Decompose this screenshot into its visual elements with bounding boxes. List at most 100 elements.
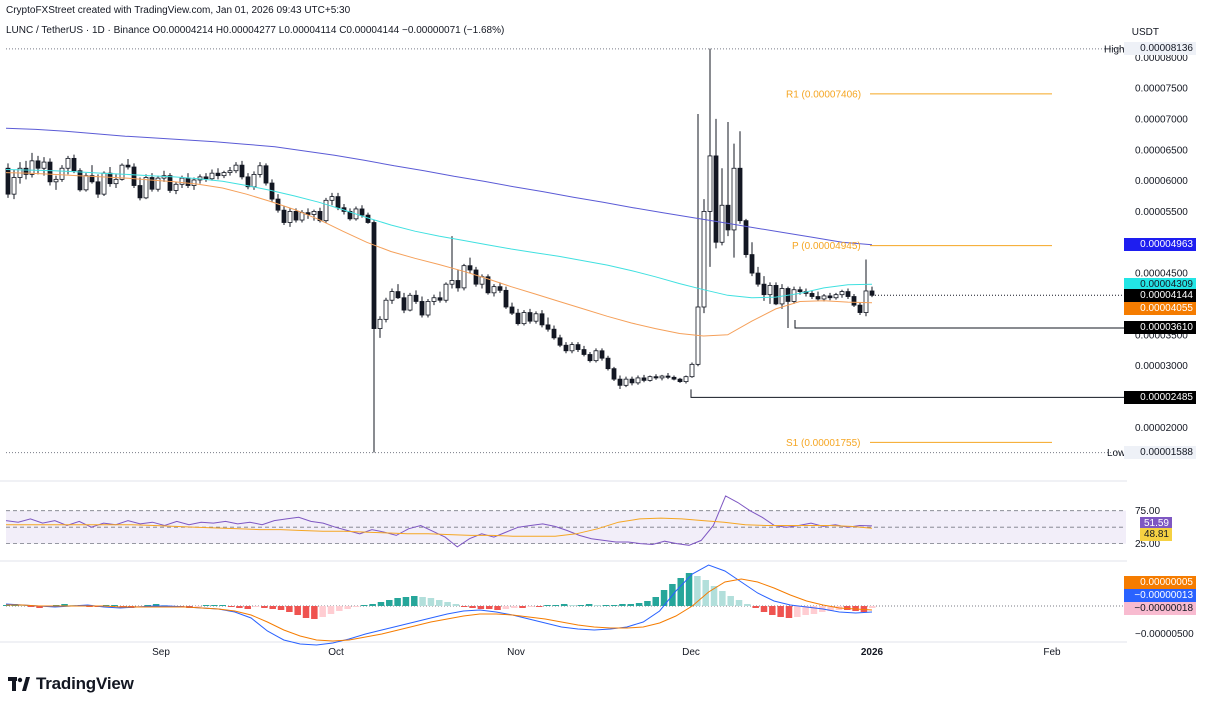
candle-down: [713, 155, 719, 243]
candle-up: [431, 297, 437, 302]
candle-down: [587, 354, 593, 362]
candle-down: [419, 301, 425, 316]
tradingview-logo: TradingView: [8, 674, 134, 694]
candle-down: [107, 172, 113, 185]
candle-down: [317, 211, 323, 222]
x-axis-label: Feb: [1043, 647, 1061, 658]
candle-up: [449, 280, 455, 285]
macd-histogram-bar: [569, 605, 576, 606]
candle-down: [131, 166, 137, 186]
macd-histogram-bar: [727, 596, 734, 606]
candle-up: [53, 178, 59, 183]
candle-down: [629, 378, 635, 384]
macd-histogram-bar: [627, 604, 635, 606]
price-tag: 0.00004309: [1124, 278, 1196, 292]
rsi-tick-label: 25.00: [1135, 539, 1160, 550]
macd-histogram-bar: [585, 604, 593, 606]
candle-down: [485, 276, 491, 294]
tradingview-wordmark: TradingView: [36, 674, 134, 693]
candle-up: [533, 313, 539, 322]
macd-histogram-bar: [261, 606, 268, 608]
y-tick-label: 0.00006000: [1135, 176, 1188, 187]
chart-credit: CryptoFXStreet created with TradingView.…: [6, 5, 351, 16]
macd-value-tag: 0.00000005: [1124, 575, 1196, 589]
candle-down: [851, 296, 857, 306]
x-axis-label: 2026: [861, 647, 884, 658]
candle-down: [5, 167, 11, 195]
macd-histogram-bar: [369, 604, 376, 606]
macd-histogram-bar: [336, 606, 343, 611]
candle-up: [101, 172, 107, 195]
candle-down: [563, 344, 569, 352]
candle-down: [815, 296, 821, 300]
macd-histogram-bar: [477, 606, 485, 609]
candle-down: [773, 285, 779, 305]
price-tag: 0.00002485: [1124, 390, 1196, 404]
candle-up: [83, 175, 89, 191]
candle-up: [833, 294, 839, 299]
candle-down: [395, 291, 401, 299]
macd-histogram-bar: [244, 606, 251, 609]
candle-down: [95, 181, 101, 195]
macd-histogram-bar: [869, 606, 876, 608]
macd-histogram-bar: [652, 597, 659, 606]
candle-up: [593, 350, 599, 362]
candle-down: [455, 280, 461, 289]
macd-histogram-bar: [444, 602, 451, 606]
candle-down: [557, 337, 563, 346]
y-tick-label: 0.00007500: [1135, 84, 1188, 95]
candle-up: [863, 290, 869, 313]
candle-down: [467, 265, 473, 271]
macd-histogram-bar: [802, 606, 809, 615]
candle-up: [113, 178, 119, 185]
macd-histogram-bar: [377, 602, 385, 606]
candle-down: [653, 376, 659, 379]
candle-down: [167, 175, 173, 191]
candle-up: [209, 172, 215, 180]
macd-histogram-bar: [710, 586, 718, 606]
candle-down: [617, 378, 623, 386]
macd-value-tag: −0.00000018: [1124, 601, 1196, 615]
macd-histogram-bar: [286, 606, 293, 612]
tradingview-logo-icon: [8, 677, 30, 691]
macd-histogram-bar: [411, 596, 418, 606]
macd-histogram-bar: [277, 606, 285, 610]
macd-histogram-bar: [61, 604, 68, 606]
macd-histogram-bar: [744, 604, 751, 606]
x-axis-label: Nov: [507, 647, 525, 658]
candle-up: [821, 295, 827, 300]
candle-up: [719, 204, 725, 243]
macd-histogram-bar: [27, 606, 35, 607]
candle-down: [371, 222, 377, 329]
candle-down: [413, 294, 419, 302]
candle-up: [311, 211, 317, 215]
x-axis-label: Dec: [682, 647, 700, 658]
candle-down: [605, 357, 611, 370]
candle-down: [743, 220, 749, 255]
macd-histogram-bar: [227, 606, 235, 607]
macd-tick-label: −0.00000500: [1135, 629, 1194, 640]
macd-histogram-bar: [460, 606, 468, 607]
candle-down: [245, 176, 251, 188]
macd-histogram-bar: [502, 606, 510, 609]
macd-histogram-bar: [677, 578, 684, 606]
macd-histogram-bar: [111, 605, 118, 606]
candle-up: [119, 164, 125, 180]
rsi-value-tag: 51.59: [1140, 517, 1172, 531]
y-tick-label: 0.00002000: [1135, 423, 1188, 434]
macd-histogram-bar: [485, 606, 493, 609]
macd-histogram-bar: [602, 605, 610, 606]
macd-histogram-bar: [144, 605, 152, 606]
macd-histogram-bar: [694, 576, 701, 606]
candle-up: [179, 177, 185, 185]
candle-up: [407, 294, 413, 311]
pivot-label: R1 (0.00007406): [786, 89, 861, 100]
candle-down: [515, 312, 521, 325]
candle-down: [71, 157, 77, 172]
y-tick-label: 0.00008000: [1135, 53, 1188, 64]
candle-up: [173, 183, 179, 191]
candle-up: [425, 301, 431, 316]
macd-histogram-bar: [236, 606, 243, 608]
candle-down: [47, 161, 53, 183]
